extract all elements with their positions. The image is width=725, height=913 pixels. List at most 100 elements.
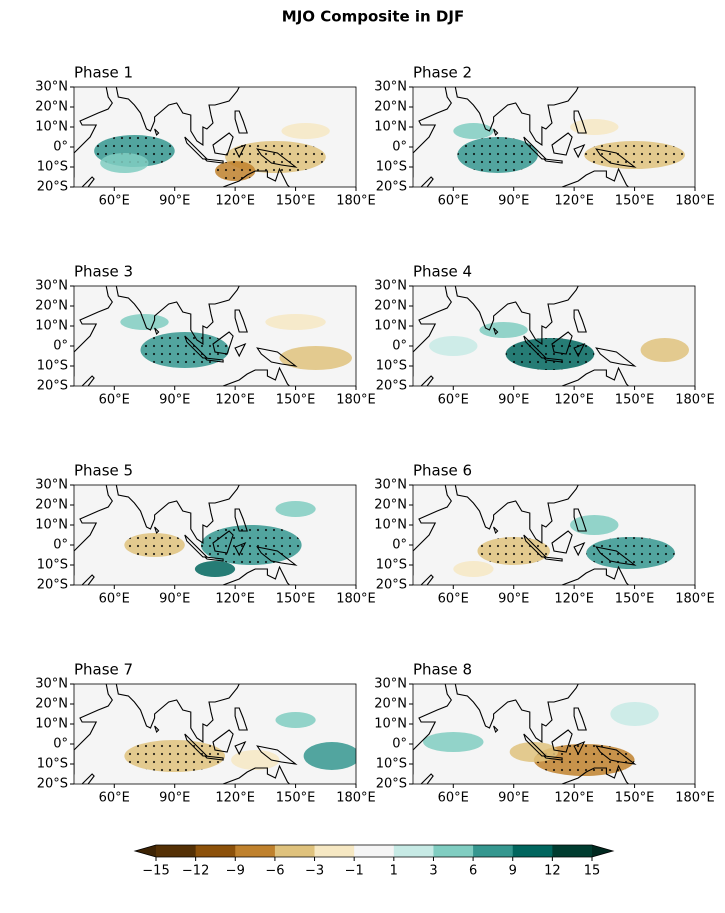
- coastline: [493, 327, 499, 336]
- colorbar-segment: [314, 845, 355, 857]
- coastline: [184, 136, 209, 160]
- anomaly-area: [509, 742, 559, 762]
- x-tick-label: 150°E: [615, 592, 655, 607]
- coastline: [255, 465, 279, 477]
- map-field: [413, 684, 695, 784]
- coastline: [234, 342, 247, 358]
- y-tick-label: 20°S: [37, 180, 68, 195]
- significance-stippling: [584, 141, 685, 169]
- y-tick-label: 20°N: [374, 100, 407, 115]
- x-tick-label: 60°E: [99, 791, 130, 806]
- colorbar-segment: [274, 845, 316, 857]
- y-tick-label: 20°S: [37, 379, 68, 394]
- x-tick-label: 90°E: [498, 194, 529, 209]
- coastline: [595, 546, 637, 566]
- significance-stippling: [457, 137, 538, 173]
- map-panel: Phase 5 60°E 90°E 120°E 150°E 180°E 30°N 20°N 10…: [35, 462, 376, 607]
- x-tick-label: 60°E: [99, 393, 130, 408]
- x-tick-label: 90°E: [498, 592, 529, 607]
- y-tick-label: 0°: [53, 140, 68, 155]
- y-tick-label: 10°S: [37, 757, 68, 772]
- coastline: [542, 357, 563, 363]
- x-tick-label: 120°E: [215, 791, 255, 806]
- coastline: [551, 729, 573, 753]
- coastline: [573, 309, 587, 333]
- colorbar-tick-label: −12: [182, 864, 209, 879]
- coastline: [234, 707, 248, 731]
- colorbar-tick-label: −3: [305, 864, 324, 879]
- colorbar-segment: [512, 845, 553, 857]
- colorbar-tick-label: 6: [469, 864, 477, 879]
- coastline: [420, 176, 434, 187]
- coastline: [594, 266, 618, 278]
- x-tick-label: 60°E: [99, 592, 130, 607]
- coastline: [573, 541, 586, 557]
- x-tick-label: 90°E: [159, 194, 190, 209]
- coastline: [74, 684, 113, 775]
- anomaly-area: [570, 119, 619, 135]
- significance-stippling: [533, 744, 635, 776]
- y-tick-label: 0°: [392, 737, 407, 752]
- coastline: [413, 684, 452, 775]
- colorbar-segment: [156, 845, 197, 857]
- significance-stippling: [586, 537, 675, 569]
- anomaly-area: [281, 123, 330, 139]
- colorbar-segment: [393, 845, 434, 857]
- x-tick-label: 120°E: [554, 592, 594, 607]
- y-tick-label: 10°N: [35, 518, 68, 533]
- panel-title: Phase 7: [74, 661, 133, 679]
- coastline: [115, 286, 240, 346]
- colorbar-tick-label: −15: [142, 864, 169, 879]
- coastline: [115, 485, 240, 545]
- y-tick-label: 20°N: [35, 100, 68, 115]
- x-tick-label: 150°E: [276, 791, 316, 806]
- map-frame: [73, 285, 357, 387]
- y-tick-label: 10°N: [35, 319, 68, 334]
- y-tick-label: 20°S: [37, 777, 68, 792]
- y-tick-label: 20°N: [374, 697, 407, 712]
- coastline: [551, 530, 573, 554]
- map-background: [413, 286, 695, 386]
- coastline: [595, 148, 637, 168]
- x-tick-label: 150°E: [276, 194, 316, 209]
- colorbar-tick-label: 3: [429, 864, 437, 879]
- map-background: [74, 286, 356, 386]
- significance-stippling: [477, 537, 550, 565]
- coastline: [595, 745, 637, 765]
- coastline: [222, 764, 290, 784]
- x-tick-label: 180°E: [336, 592, 376, 607]
- coastline: [413, 87, 452, 178]
- coastline: [551, 132, 573, 156]
- map-panel: Phase 1 60°E 90°E 120°E 150°E 180°E 30°N 20°N 10…: [35, 64, 376, 209]
- map-panel: Phase 7 60°E 90°E 120°E 150°E 180°E 30°N 20°N 10…: [35, 661, 376, 806]
- anomaly-area: [231, 750, 280, 770]
- significance-stippling: [215, 161, 256, 181]
- coastline: [234, 110, 248, 134]
- y-tick-label: 30°N: [374, 80, 407, 95]
- coastline: [154, 725, 160, 734]
- colorbar: −15 −12 −9 −6 −3 −1 1 3 6 9 12 15: [133, 844, 615, 879]
- coastline: [561, 167, 629, 187]
- coastline: [255, 67, 279, 79]
- y-tick-label: 20°N: [35, 299, 68, 314]
- x-tick-label: 90°E: [498, 393, 529, 408]
- x-tick-label: 180°E: [675, 791, 715, 806]
- x-tick-label: 180°E: [336, 393, 376, 408]
- significance-stippling: [505, 338, 595, 370]
- coastline: [154, 526, 160, 535]
- x-tick-label: 60°E: [438, 592, 469, 607]
- y-tick-label: 30°N: [35, 677, 68, 692]
- map-frame: [412, 285, 696, 387]
- coastline: [115, 684, 240, 744]
- map-field: [74, 67, 356, 187]
- map-field: [74, 684, 356, 784]
- colorbar-tick-label: 15: [584, 864, 601, 879]
- map-panel: Phase 6 60°E 90°E 120°E 150°E 180°E 30°N 20°N 10…: [374, 462, 715, 607]
- anomaly-area: [453, 123, 494, 139]
- y-tick-label: 20°N: [374, 299, 407, 314]
- anomaly-area: [279, 346, 352, 370]
- y-tick-label: 10°N: [374, 717, 407, 732]
- x-tick-label: 60°E: [99, 194, 130, 209]
- x-tick-label: 90°E: [159, 592, 190, 607]
